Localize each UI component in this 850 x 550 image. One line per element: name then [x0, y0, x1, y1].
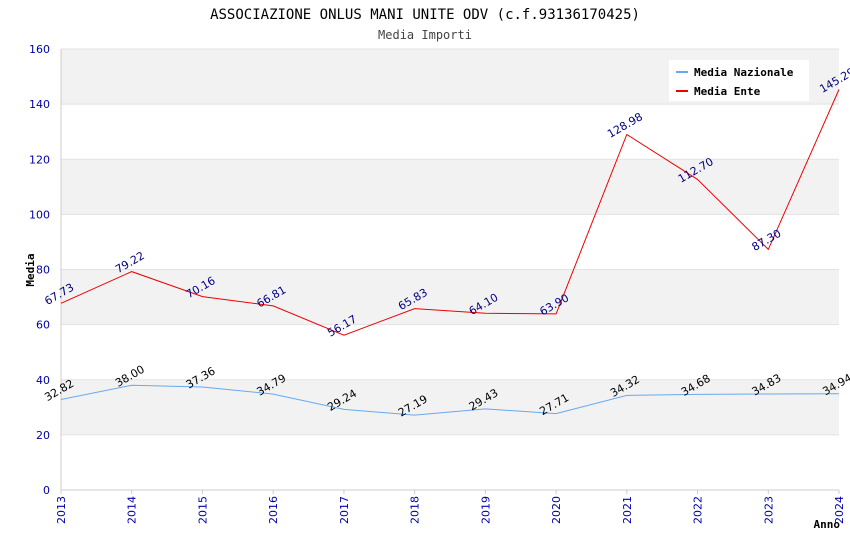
x-tick-label: 2024	[833, 496, 846, 524]
y-tick-label: 120	[29, 153, 50, 166]
x-axis-ticks: 2013 2014 2015 2016 2017 2018 2019 2020 2021 2022…	[55, 490, 846, 524]
y-axis-ticks: 0 20 40 60 80 100 120 140 160	[29, 43, 50, 497]
x-tick-label: 2022	[692, 496, 705, 524]
y-tick-label: 160	[29, 43, 50, 56]
legend-label: Media Ente	[694, 85, 761, 98]
x-tick-label: 2023	[762, 496, 775, 524]
y-tick-label: 60	[36, 319, 50, 332]
x-tick-label: 2016	[267, 496, 280, 524]
legend: Media Nazionale Media Ente	[669, 60, 809, 101]
y-tick-label: 80	[36, 264, 50, 277]
x-tick-label: 2018	[409, 496, 422, 524]
legend-box	[669, 60, 809, 101]
grid-bands	[61, 49, 839, 490]
x-axis-label: Anno	[814, 518, 841, 531]
grid-band	[61, 269, 839, 325]
grid-band	[61, 104, 839, 160]
x-tick-label: 2017	[338, 496, 351, 524]
grid-band	[61, 379, 839, 435]
y-tick-label: 100	[29, 208, 50, 221]
y-axis-label: Media	[24, 253, 37, 286]
grid-band	[61, 434, 839, 490]
y-tick-label: 0	[43, 484, 50, 497]
x-tick-label: 2020	[550, 496, 563, 524]
grid-band	[61, 324, 839, 380]
x-tick-label: 2019	[479, 496, 492, 524]
x-tick-label: 2021	[621, 496, 634, 524]
y-tick-label: 140	[29, 98, 50, 111]
y-tick-label: 20	[36, 429, 50, 442]
series-line-media-nazionale	[60, 384, 840, 416]
series-lines	[60, 89, 840, 416]
y-tick-label: 40	[36, 374, 50, 387]
chart-title: ASSOCIAZIONE ONLUS MANI UNITE ODV (c.f.9…	[210, 7, 640, 23]
x-tick-label: 2013	[55, 496, 68, 524]
legend-label: Media Nazionale	[694, 66, 794, 79]
x-tick-label: 2014	[126, 496, 139, 524]
grid-band	[61, 214, 839, 270]
grid-band	[61, 159, 839, 215]
axes	[60, 49, 839, 491]
x-tick-label: 2015	[196, 496, 209, 524]
series-line-media-ente	[60, 89, 840, 336]
chart-subtitle: Media Importi	[378, 28, 472, 42]
